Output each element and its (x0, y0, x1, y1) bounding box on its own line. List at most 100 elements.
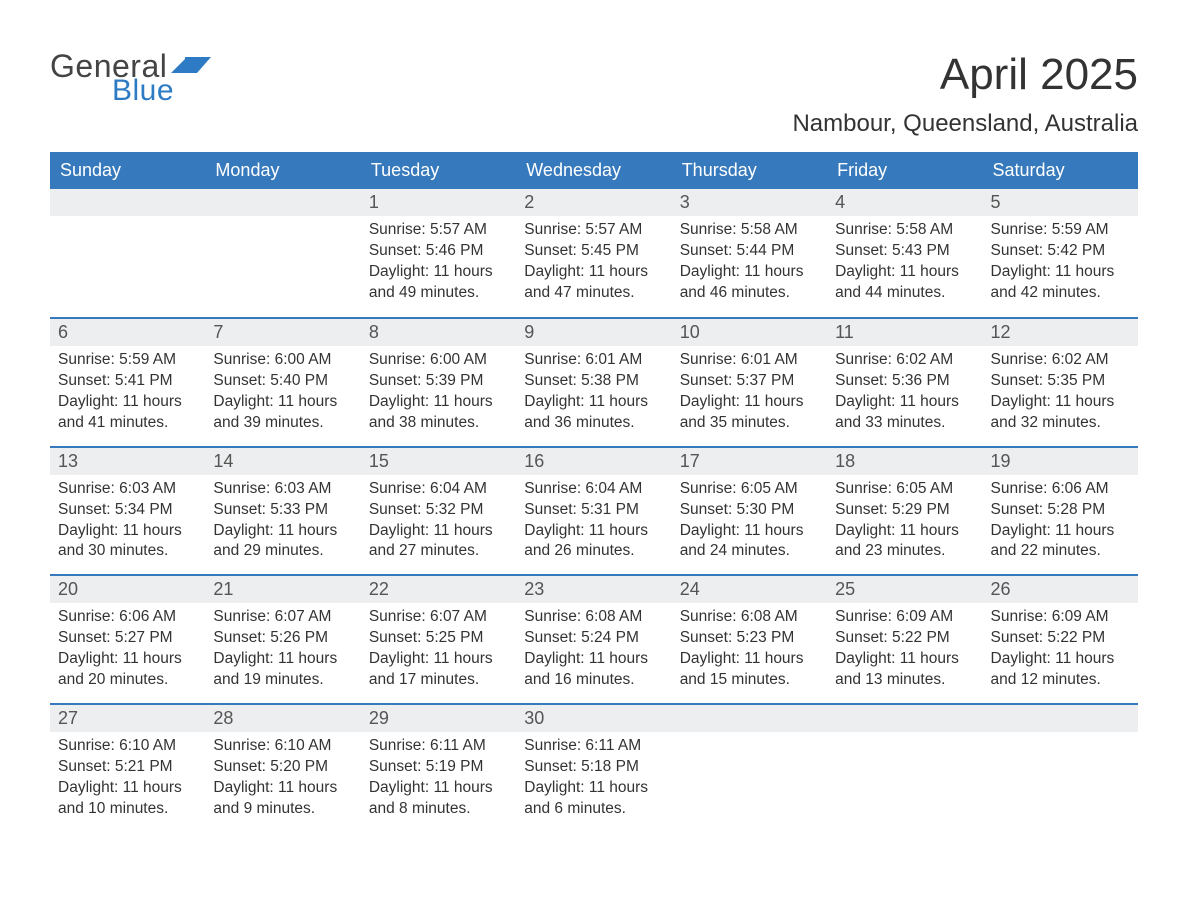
daylight-text: Daylight: 11 hours and 16 minutes. (524, 649, 663, 691)
day-number (983, 705, 1138, 732)
day-number: 22 (361, 576, 516, 603)
calendar-week: 1Sunrise: 5:57 AMSunset: 5:46 PMDaylight… (50, 189, 1138, 317)
logo-text-blue: Blue (112, 76, 213, 106)
cell-body: Sunrise: 6:00 AMSunset: 5:40 PMDaylight:… (205, 346, 360, 446)
weekday-label: Friday (827, 152, 982, 189)
cell-body: Sunrise: 6:01 AMSunset: 5:37 PMDaylight:… (672, 346, 827, 446)
calendar-cell: 27Sunrise: 6:10 AMSunset: 5:21 PMDayligh… (50, 705, 205, 832)
sunrise-text: Sunrise: 6:08 AM (524, 607, 663, 628)
day-number: 16 (516, 448, 671, 475)
daylight-text: Daylight: 11 hours and 35 minutes. (680, 392, 819, 434)
daylight-text: Daylight: 11 hours and 44 minutes. (835, 262, 974, 304)
sunset-text: Sunset: 5:28 PM (991, 500, 1130, 521)
calendar: SundayMondayTuesdayWednesdayThursdayFrid… (50, 152, 1138, 832)
day-number: 4 (827, 189, 982, 216)
sunrise-text: Sunrise: 5:59 AM (58, 350, 197, 371)
sunset-text: Sunset: 5:31 PM (524, 500, 663, 521)
day-number: 27 (50, 705, 205, 732)
sunset-text: Sunset: 5:36 PM (835, 371, 974, 392)
day-number: 14 (205, 448, 360, 475)
calendar-cell (672, 705, 827, 832)
sunset-text: Sunset: 5:24 PM (524, 628, 663, 649)
cell-body: Sunrise: 6:07 AMSunset: 5:25 PMDaylight:… (361, 603, 516, 703)
calendar-week: 27Sunrise: 6:10 AMSunset: 5:21 PMDayligh… (50, 703, 1138, 832)
calendar-week: 6Sunrise: 5:59 AMSunset: 5:41 PMDaylight… (50, 317, 1138, 446)
day-number: 29 (361, 705, 516, 732)
sunset-text: Sunset: 5:39 PM (369, 371, 508, 392)
sunset-text: Sunset: 5:26 PM (213, 628, 352, 649)
sunset-text: Sunset: 5:19 PM (369, 757, 508, 778)
sunrise-text: Sunrise: 6:05 AM (680, 479, 819, 500)
calendar-cell: 25Sunrise: 6:09 AMSunset: 5:22 PMDayligh… (827, 576, 982, 703)
weekday-header: SundayMondayTuesdayWednesdayThursdayFrid… (50, 152, 1138, 189)
cell-body: Sunrise: 5:57 AMSunset: 5:46 PMDaylight:… (361, 216, 516, 316)
calendar-cell: 22Sunrise: 6:07 AMSunset: 5:25 PMDayligh… (361, 576, 516, 703)
daylight-text: Daylight: 11 hours and 12 minutes. (991, 649, 1130, 691)
weekday-label: Thursday (672, 152, 827, 189)
daylight-text: Daylight: 11 hours and 9 minutes. (213, 778, 352, 820)
cell-body: Sunrise: 5:58 AMSunset: 5:43 PMDaylight:… (827, 216, 982, 316)
cell-body: Sunrise: 6:06 AMSunset: 5:28 PMDaylight:… (983, 475, 1138, 575)
cell-body: Sunrise: 6:05 AMSunset: 5:30 PMDaylight:… (672, 475, 827, 575)
calendar-cell: 16Sunrise: 6:04 AMSunset: 5:31 PMDayligh… (516, 448, 671, 575)
calendar-cell: 2Sunrise: 5:57 AMSunset: 5:45 PMDaylight… (516, 189, 671, 317)
sunrise-text: Sunrise: 6:00 AM (213, 350, 352, 371)
location: Nambour, Queensland, Australia (792, 110, 1138, 138)
sunrise-text: Sunrise: 6:03 AM (58, 479, 197, 500)
cell-body: Sunrise: 6:11 AMSunset: 5:18 PMDaylight:… (516, 732, 671, 832)
daylight-text: Daylight: 11 hours and 47 minutes. (524, 262, 663, 304)
sunset-text: Sunset: 5:30 PM (680, 500, 819, 521)
sunrise-text: Sunrise: 6:02 AM (991, 350, 1130, 371)
weekday-label: Wednesday (516, 152, 671, 189)
calendar-week: 20Sunrise: 6:06 AMSunset: 5:27 PMDayligh… (50, 574, 1138, 703)
calendar-cell: 9Sunrise: 6:01 AMSunset: 5:38 PMDaylight… (516, 319, 671, 446)
sunrise-text: Sunrise: 6:08 AM (680, 607, 819, 628)
cell-body: Sunrise: 6:09 AMSunset: 5:22 PMDaylight:… (983, 603, 1138, 703)
cell-body: Sunrise: 6:09 AMSunset: 5:22 PMDaylight:… (827, 603, 982, 703)
calendar-cell: 4Sunrise: 5:58 AMSunset: 5:43 PMDaylight… (827, 189, 982, 317)
daylight-text: Daylight: 11 hours and 36 minutes. (524, 392, 663, 434)
calendar-cell: 3Sunrise: 5:58 AMSunset: 5:44 PMDaylight… (672, 189, 827, 317)
daylight-text: Daylight: 11 hours and 30 minutes. (58, 521, 197, 563)
calendar-cell (827, 705, 982, 832)
sunrise-text: Sunrise: 6:09 AM (835, 607, 974, 628)
calendar-cell: 21Sunrise: 6:07 AMSunset: 5:26 PMDayligh… (205, 576, 360, 703)
calendar-cell: 28Sunrise: 6:10 AMSunset: 5:20 PMDayligh… (205, 705, 360, 832)
daylight-text: Daylight: 11 hours and 10 minutes. (58, 778, 197, 820)
sunset-text: Sunset: 5:27 PM (58, 628, 197, 649)
calendar-cell: 19Sunrise: 6:06 AMSunset: 5:28 PMDayligh… (983, 448, 1138, 575)
sunrise-text: Sunrise: 6:10 AM (213, 736, 352, 757)
sunrise-text: Sunrise: 6:07 AM (369, 607, 508, 628)
day-number: 2 (516, 189, 671, 216)
cell-body: Sunrise: 6:10 AMSunset: 5:20 PMDaylight:… (205, 732, 360, 832)
daylight-text: Daylight: 11 hours and 29 minutes. (213, 521, 352, 563)
cell-body: Sunrise: 6:01 AMSunset: 5:38 PMDaylight:… (516, 346, 671, 446)
cell-body: Sunrise: 6:08 AMSunset: 5:23 PMDaylight:… (672, 603, 827, 703)
sunset-text: Sunset: 5:18 PM (524, 757, 663, 778)
sunrise-text: Sunrise: 5:57 AM (524, 220, 663, 241)
daylight-text: Daylight: 11 hours and 17 minutes. (369, 649, 508, 691)
sunrise-text: Sunrise: 6:00 AM (369, 350, 508, 371)
sunrise-text: Sunrise: 6:04 AM (524, 479, 663, 500)
sunset-text: Sunset: 5:22 PM (991, 628, 1130, 649)
sunset-text: Sunset: 5:35 PM (991, 371, 1130, 392)
weekday-label: Sunday (50, 152, 205, 189)
calendar-cell: 8Sunrise: 6:00 AMSunset: 5:39 PMDaylight… (361, 319, 516, 446)
day-number: 23 (516, 576, 671, 603)
sunrise-text: Sunrise: 6:09 AM (991, 607, 1130, 628)
calendar-cell (205, 189, 360, 317)
sunrise-text: Sunrise: 5:58 AM (680, 220, 819, 241)
day-number (205, 189, 360, 216)
sunrise-text: Sunrise: 6:10 AM (58, 736, 197, 757)
sunrise-text: Sunrise: 6:01 AM (524, 350, 663, 371)
logo: General Blue (50, 50, 213, 106)
cell-body: Sunrise: 6:00 AMSunset: 5:39 PMDaylight:… (361, 346, 516, 446)
day-number: 30 (516, 705, 671, 732)
weekday-label: Tuesday (361, 152, 516, 189)
day-number: 5 (983, 189, 1138, 216)
sunset-text: Sunset: 5:22 PM (835, 628, 974, 649)
daylight-text: Daylight: 11 hours and 41 minutes. (58, 392, 197, 434)
day-number: 13 (50, 448, 205, 475)
daylight-text: Daylight: 11 hours and 23 minutes. (835, 521, 974, 563)
day-number (827, 705, 982, 732)
